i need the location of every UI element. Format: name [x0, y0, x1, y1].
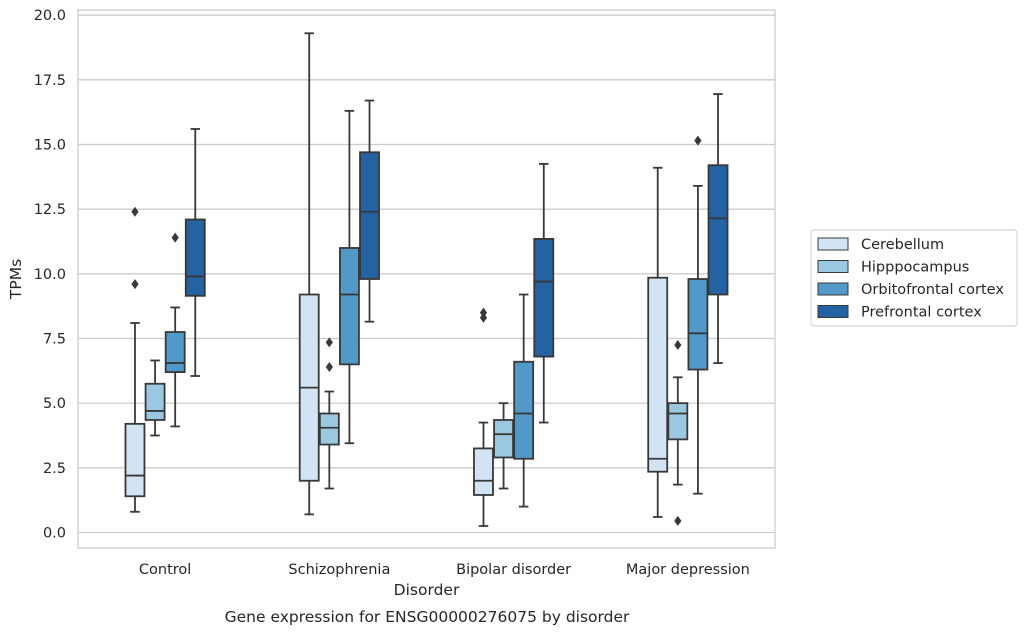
x-tick-label: Bipolar disorder	[456, 562, 571, 578]
y-tick-label: 12.5	[34, 202, 66, 218]
legend-frame	[810, 229, 1018, 327]
outlier-point	[479, 312, 488, 323]
y-tick-labels: 0.0 2.5 5.0 7.5 10.0 12.5 15.0 17.5 20.0	[34, 8, 66, 541]
outlier-point	[674, 515, 682, 526]
y-tick-label: 0.0	[43, 525, 66, 541]
box-body	[647, 276, 669, 473]
box-body	[667, 402, 689, 441]
outlier-point	[131, 206, 139, 217]
chart-caption: Gene expression for ENSG00000276075 by d…	[225, 608, 630, 626]
box-0-2	[164, 232, 186, 428]
y-axis-label: TPMs	[7, 259, 25, 300]
legend-swatch-3	[817, 305, 849, 318]
x-axis-label: Disorder	[394, 581, 460, 599]
legend-swatch-0	[817, 237, 849, 251]
legend: Cerebellum Hipppocampus Orbitofrontal cort…	[810, 229, 1018, 327]
outlier-point	[694, 135, 702, 146]
outlier-point	[479, 307, 488, 318]
box-body	[359, 151, 380, 280]
box-body	[339, 247, 360, 366]
box-body	[318, 412, 340, 446]
y-tick-label: 20.0	[34, 8, 66, 24]
legend-swatch-1	[817, 260, 849, 273]
box-body	[707, 164, 729, 296]
box-1-2	[339, 109, 360, 445]
x-tick-label: Schizophrenia	[288, 562, 390, 578]
box-body	[533, 238, 555, 358]
box-body	[144, 382, 166, 421]
outlier-point	[325, 361, 333, 372]
box-2-1	[493, 402, 514, 490]
box-0-0	[124, 206, 146, 513]
y-tick-label: 10.0	[34, 267, 66, 283]
outlier-point	[674, 339, 682, 350]
y-tick-label: 17.5	[34, 73, 66, 89]
box-0-3	[184, 128, 206, 377]
box-0-1	[144, 359, 166, 437]
box-body	[493, 419, 514, 459]
box-body	[687, 278, 709, 371]
box-body	[473, 447, 494, 496]
y-tick-label: 2.5	[43, 461, 66, 477]
box-3-2	[687, 135, 709, 495]
outlier-point	[131, 279, 139, 290]
y-tick-label: 5.0	[43, 396, 66, 412]
box-body	[124, 422, 146, 498]
box-1-0	[298, 32, 320, 516]
legend-swatch-2	[817, 282, 849, 296]
box-body	[513, 360, 535, 460]
box-body	[184, 218, 206, 297]
box-1-3	[359, 99, 380, 323]
x-tick-label: Control	[139, 562, 191, 578]
box-2-3	[533, 162, 555, 424]
box-1-1	[318, 337, 340, 490]
box-3-1	[667, 339, 689, 526]
outlier-point	[171, 232, 179, 243]
legend-label-1: Hipppocampus	[861, 260, 969, 276]
y-gridlines	[78, 14, 775, 534]
box-body	[164, 331, 186, 374]
x-tick-label: Major depression	[626, 562, 750, 578]
box-3-3	[707, 93, 729, 364]
legend-label-2: Orbitofrontal cortex	[861, 282, 1004, 298]
box-3-0	[647, 166, 669, 518]
y-tick-label: 15.0	[34, 138, 66, 154]
box-2-0	[473, 307, 494, 527]
x-tick-labels: Control Schizophrenia Bipolar disorder Majo…	[139, 562, 750, 578]
y-tick-label: 7.5	[43, 331, 66, 347]
outlier-point	[325, 337, 333, 348]
plot-frame	[77, 9, 776, 549]
legend-label-3: Prefrontal cortex	[861, 305, 982, 321]
box-2-2	[513, 293, 535, 508]
boxes	[124, 32, 729, 527]
legend-label-0: Cerebellum	[861, 237, 944, 253]
